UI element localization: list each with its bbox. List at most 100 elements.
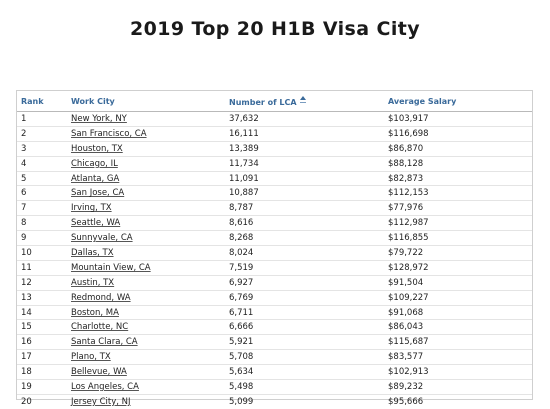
table-row: 20 Jersey City, NJ 5,099 $95,666 (17, 394, 532, 408)
work-city-cell: Chicago, IL (67, 156, 225, 172)
lca-count-cell: 5,099 (229, 396, 254, 407)
work-city-cell: Jersey City, NJ (67, 394, 225, 408)
work-city-link[interactable]: Austin, TX (71, 277, 115, 288)
work-city-link[interactable]: Seattle, WA (71, 218, 121, 229)
column-header-work-city-label: Work City (71, 96, 115, 106)
work-city-cell: Redmond, WA (67, 290, 225, 306)
work-city-link[interactable]: Atlanta, GA (71, 173, 120, 184)
table-row: 17 Plano, TX 5,708 $83,577 (17, 349, 532, 366)
work-city-link[interactable]: Boston, MA (71, 307, 119, 318)
lca-count-cell: 7,519 (225, 260, 384, 276)
work-city-cell: Austin, TX (67, 275, 225, 291)
rank-cell: 19 (17, 379, 67, 395)
average-salary-cell: $86,870 (384, 141, 532, 157)
work-city-link[interactable]: Sunnyvale, CA (71, 233, 133, 244)
average-salary-cell: $103,917 (384, 111, 532, 127)
lca-count-cell: 5,498 (225, 379, 384, 395)
work-city-cell: Plano, TX (67, 349, 225, 366)
lca-count-cell: 37,632 (225, 111, 384, 127)
page-title: 2019 Top 20 H1B Visa City (129, 18, 421, 40)
work-city-link[interactable]: Santa Clara, CA (71, 337, 138, 348)
column-header-average-salary[interactable]: Average Salary (384, 91, 532, 112)
lca-count-cell: 5,634 (225, 364, 384, 381)
average-salary-cell: $109,227 (384, 290, 532, 306)
table-row: 19 Los Angeles, CA 5,498 $89,232 (17, 379, 532, 395)
work-city-cell: New York, NY (67, 111, 225, 127)
work-city-link[interactable]: Redmond, WA (71, 292, 131, 303)
lca-count-cell: 5,708 (225, 349, 384, 366)
column-header-rank[interactable]: Rank (17, 91, 67, 112)
work-city-link[interactable]: Irving, TX (71, 203, 112, 214)
average-salary-cell: $128,972 (384, 260, 532, 276)
work-city-link[interactable]: Mountain View, CA (71, 262, 151, 273)
work-city-link[interactable]: New York, NY (71, 113, 127, 124)
work-city-cell: Seattle, WA (67, 215, 225, 232)
lca-count-cell: 11,734 (225, 156, 384, 172)
lca-count-cell: 13,389 (225, 141, 384, 157)
lca-count-cell: 5,921 (225, 334, 384, 351)
work-city-link[interactable]: Jersey City, NJ (71, 396, 131, 407)
rank-cell: 18 (17, 364, 67, 381)
table-row: 11 Mountain View, CA 7,519 $128,972 (17, 260, 532, 276)
work-city-cell: Sunnyvale, CA (67, 230, 225, 247)
rank-cell: 16 (17, 334, 67, 351)
rank-cell: 8 (17, 215, 67, 232)
lca-count-cell: 8,268 (225, 230, 384, 247)
lca-count-cell: 8,024 (225, 245, 384, 261)
work-city-cell: Santa Clara, CA (67, 334, 225, 351)
lca-count-cell: 16,111 (225, 126, 384, 142)
work-city-cell: Houston, TX (67, 141, 225, 157)
table-row: 2 San Francisco, CA 16,111 $116,698 (17, 126, 532, 142)
column-header-number-of-lca-label: Number of LCA (229, 97, 297, 107)
column-header-average-salary-label: Average Salary (388, 96, 457, 106)
rank-cell: 1 (17, 111, 67, 127)
lca-count-cell: 8,616 (225, 215, 384, 232)
rank-cell: 11 (17, 260, 67, 276)
table-row: 3 Houston, TX 13,389 $86,870 (17, 141, 532, 157)
table-body: 1 New York, NY 37,632 $103,917 2 San Fra… (17, 111, 532, 409)
rank-cell: 7 (17, 200, 67, 217)
table-row: 14 Boston, MA 6,711 $91,068 (17, 305, 532, 321)
lca-count-cell: 10,887 (225, 185, 384, 202)
work-city-link[interactable]: San Francisco, CA (71, 128, 147, 139)
table-row: 12 Austin, TX 6,927 $91,504 (17, 275, 532, 291)
average-salary-cell: $116,698 (384, 126, 532, 142)
table-row: 15 Charlotte, NC 6,666 $86,043 (17, 319, 532, 336)
average-salary-cell: $115,687 (384, 334, 532, 351)
work-city-cell: San Jose, CA (67, 185, 225, 202)
table-row: 16 Santa Clara, CA 5,921 $115,687 (17, 334, 532, 351)
table-row: 8 Seattle, WA 8,616 $112,987 (17, 215, 532, 232)
table-row: 9 Sunnyvale, CA 8,268 $116,855 (17, 230, 532, 247)
h1b-city-table-container: Rank Work City Number of LCA Average Sal… (16, 90, 533, 407)
sort-ascending-icon[interactable] (299, 95, 306, 106)
rank-cell: 10 (17, 245, 67, 261)
average-salary-cell: $116,855 (384, 230, 532, 247)
table-row: 13 Redmond, WA 6,769 $109,227 (17, 290, 532, 306)
work-city-link[interactable]: Chicago, IL (71, 158, 118, 169)
table-row: 18 Bellevue, WA 5,634 $102,913 (17, 364, 532, 381)
rank-cell: 2 (17, 126, 67, 142)
work-city-link[interactable]: Charlotte, NC (71, 322, 129, 333)
work-city-cell: Atlanta, GA (67, 171, 225, 187)
rank-cell: 3 (17, 141, 67, 157)
table-row: 1 New York, NY 37,632 $103,917 (17, 111, 532, 127)
average-salary-cell: $112,987 (384, 215, 532, 232)
work-city-link[interactable]: Plano, TX (71, 352, 111, 363)
rank-cell: 15 (17, 319, 67, 336)
average-salary-cell: $83,577 (384, 349, 532, 366)
column-header-work-city[interactable]: Work City (67, 91, 225, 112)
h1b-city-table: Rank Work City Number of LCA Average Sal… (17, 91, 532, 409)
work-city-cell: Dallas, TX (67, 245, 225, 261)
work-city-link[interactable]: San Jose, CA (71, 188, 125, 199)
column-header-number-of-lca[interactable]: Number of LCA (225, 91, 384, 112)
rank-cell: 6 (17, 185, 67, 202)
work-city-link[interactable]: Dallas, TX (71, 247, 114, 258)
work-city-cell: Irving, TX (67, 200, 225, 217)
work-city-link[interactable]: Houston, TX (71, 143, 123, 154)
average-salary-cell: $91,068 (384, 305, 532, 321)
average-salary-cell: $86,043 (384, 319, 532, 336)
work-city-link[interactable]: Los Angeles, CA (71, 381, 139, 392)
lca-count-cell: 6,666 (225, 319, 384, 336)
rank-cell: 12 (17, 275, 67, 291)
work-city-link[interactable]: Bellevue, WA (71, 367, 127, 378)
